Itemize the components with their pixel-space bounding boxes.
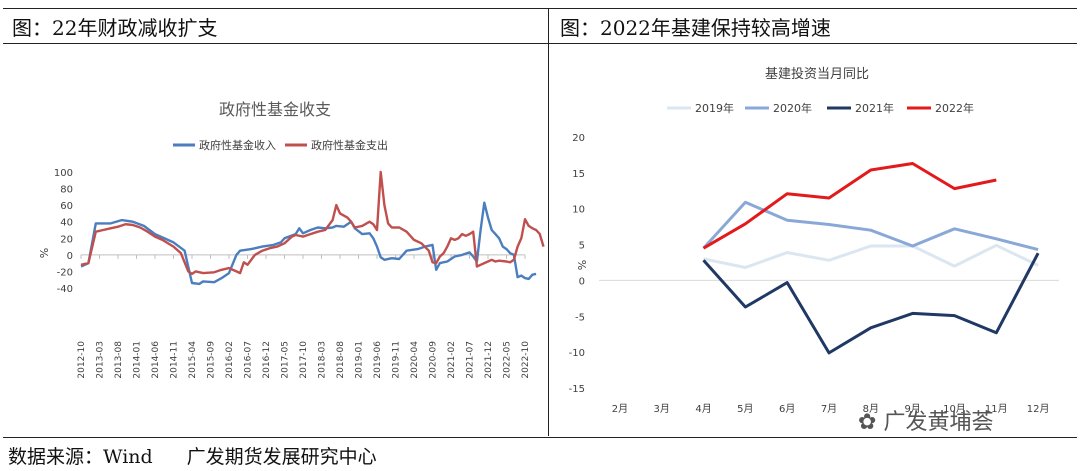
x-tick-label: 2016-12 [262,341,272,379]
x-tick-label: 2013-08 [114,341,124,379]
x-tick-label: 2019-01 [355,341,365,379]
x-tick-label: 12月 [1027,403,1050,415]
legend-label-revenue: 政府性基金收入 [199,138,276,152]
x-tick-label: 2014-06 [151,341,161,379]
series-line-expenditure [80,170,545,276]
legend-label-2019: 2019年 [695,101,734,115]
left-title-rule [3,43,548,44]
series-line-2021 [702,252,1040,355]
y-tick-label: 15 [572,169,585,180]
y-tick-label: 5 [579,241,585,252]
legend-label-2022: 2022年 [935,101,974,115]
right-title-rule [549,43,1077,44]
legend: 2019年 2020年 2021年 2022年 [667,101,974,115]
x-tick-label: 2019-11 [392,341,402,379]
x-tick-label: 4月 [695,403,711,415]
right-panel-title: 图：2022年基建保持较高增速 [560,16,831,40]
y-tick-label: 20 [60,234,73,245]
x-tick-label: 10月 [943,403,966,415]
x-tick-label: 2014-11 [170,341,180,379]
source-note: 数据来源：Wind [8,446,153,468]
x-tick-label: 2016-07 [244,341,254,379]
y-tick-label: 20 [572,133,585,144]
report-frame [3,8,1077,438]
x-tick-label: 7月 [821,403,837,415]
x-tick-label: 2017-10 [299,341,309,379]
y-tick-label: 10 [572,205,585,216]
x-tick-label: 6月 [779,403,795,415]
x-tick-label: 2020-04 [410,341,420,379]
chart-title: 基建投资当月同比 [765,66,869,82]
legend: 政府性基金收入 政府性基金支出 [173,138,388,152]
y-tick-label: -20 [57,267,73,278]
chart-title: 政府性基金收支 [219,100,331,119]
x-tick-label: 2013-03 [96,341,106,379]
left-panel-title: 图：22年财政减收扩支 [12,16,218,40]
legend-label-2020: 2020年 [773,101,812,115]
y-tick-label: -10 [569,348,585,359]
x-tick-label: 2月 [612,403,628,415]
series-line-2019 [703,243,1039,269]
x-tick-label: 2019-06 [373,341,383,379]
x-tick-label: 2022-05 [503,341,513,379]
y-tick-label: 0 [579,276,585,287]
x-tick-label: 2017-05 [281,341,291,379]
legend-label-2021: 2021年 [855,101,894,115]
x-tick-label: 5月 [737,403,753,415]
x-tick-label: 2014-01 [133,341,143,379]
y-tick-label: 100 [54,168,73,179]
x-tick-label: 2018-08 [336,341,346,379]
x-tick-label: 3月 [654,403,670,415]
series-line-2022 [702,162,997,250]
x-tick-label: 2016-02 [225,341,235,379]
x-tick-label: 2021-02 [447,341,457,379]
watermark-text: 广发黄埔荟 [883,410,994,435]
y-tick-label: -15 [569,384,585,395]
series-line-revenue [80,201,537,286]
x-tick-label: 2021-12 [484,341,494,379]
y-tick-label: -5 [575,312,585,323]
y-tick-label: -40 [57,284,73,295]
x-tick-label: 2015-09 [207,341,217,379]
x-tick-label: 2020-09 [429,341,439,379]
x-tick-label: 2015-04 [188,341,198,379]
y-tick-label: 80 [60,185,73,196]
legend-label-expenditure: 政府性基金支出 [311,138,388,152]
fund-revenue-expenditure-chart: 政府性基金收支 政府性基金收入 政府性基金支出 % -40 -20 0 20 40 60 8… [38,100,545,379]
footer: 数据来源：Wind 广发期货发展研究中心 [8,442,377,469]
x-tick-label: 2022-10 [521,341,531,379]
y-tick-label: 60 [60,201,73,212]
series-line-2020 [702,200,1039,252]
x-tick-label: 2018-03 [318,341,328,379]
y-axis-label: % [576,260,589,270]
x-tick-label: 2012-10 [77,341,87,379]
x-tick-label: 8月 [863,403,879,415]
infrastructure-investment-chart: 基建投资当月同比 2019年 2020年 2021年 2022年 % -15 -1… [569,66,1059,415]
y-axis-label: % [38,248,51,258]
x-tick-label: 11月 [985,403,1008,415]
panel-divider [548,8,549,436]
wechat-icon: ✿ [858,410,877,435]
y-tick-label: 40 [60,218,73,229]
x-tick-label: 2021-07 [466,341,476,379]
y-tick-label: 0 [67,251,73,262]
org-name: 广发期货发展研究中心 [186,446,377,468]
watermark: ✿ 广发黄埔荟 [858,404,993,436]
x-tick-label: 9月 [904,403,920,415]
